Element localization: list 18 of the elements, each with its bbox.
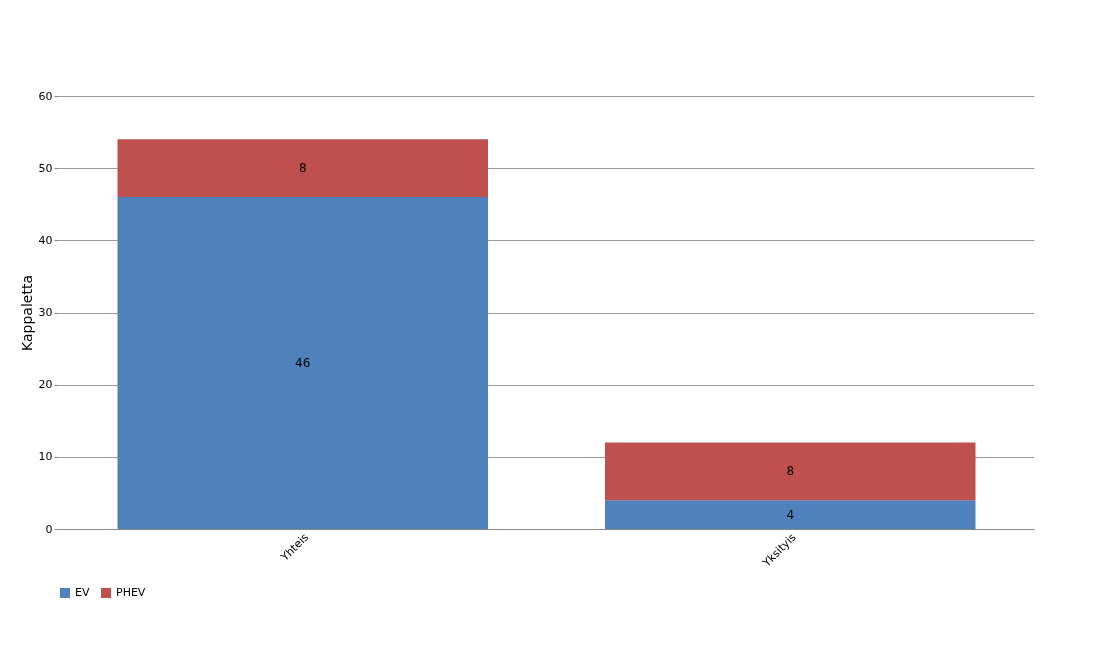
y-tick-label: 10	[38, 450, 53, 464]
y-tick-label: 50	[38, 161, 53, 175]
data-label: 4	[786, 507, 795, 522]
bar	[117, 139, 488, 198]
y-tick-label: 30	[38, 306, 53, 319]
y-tick-label: 0	[45, 522, 53, 536]
y-tick-label: 60	[38, 89, 53, 103]
bar	[117, 197, 488, 529]
bar	[605, 442, 976, 501]
data-label: 8	[786, 464, 795, 479]
y-axis-title: Kappaletta	[18, 275, 35, 351]
data-label: 8	[298, 161, 307, 176]
bar	[605, 500, 976, 529]
y-tick-label: 40	[38, 233, 53, 247]
y-tick-label: 20	[38, 378, 53, 392]
data-label: 46	[295, 356, 311, 371]
legend-label: PHEV	[116, 586, 146, 599]
legend-label: EV	[75, 586, 90, 599]
